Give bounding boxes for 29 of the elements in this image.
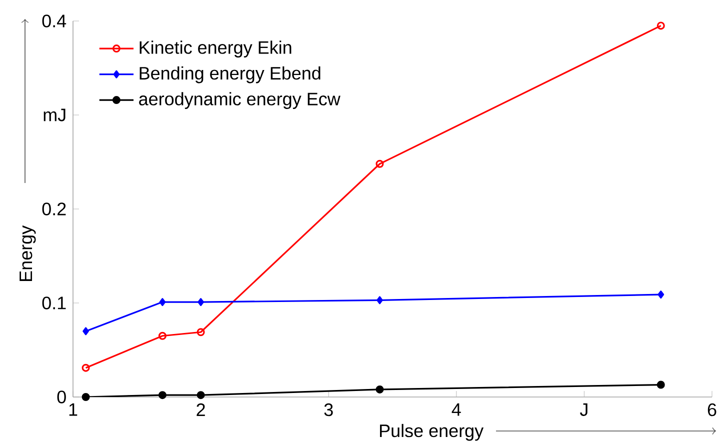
- x-tick-label: 2: [196, 403, 205, 416]
- point: [196, 391, 205, 400]
- point: [158, 332, 166, 340]
- x-tick-label: 1: [69, 403, 78, 416]
- point: [376, 385, 384, 394]
- x-tick-label: J: [580, 403, 588, 416]
- point: [82, 327, 89, 336]
- point: [159, 298, 166, 306]
- x-tick-label: 3: [324, 403, 333, 416]
- point: [658, 290, 664, 299]
- y-axis-title: Energy: [20, 225, 36, 281]
- point: [158, 391, 166, 400]
- point: [376, 160, 384, 168]
- x-tick-label: 6: [708, 403, 716, 416]
- point: [376, 296, 383, 304]
- point: [198, 298, 204, 306]
- legend-label: Bending energy Ebend: [140, 66, 320, 84]
- point: [656, 380, 665, 389]
- x-axis-title: Pulse energy: [380, 424, 484, 441]
- y-tick-label: mJ: [44, 108, 66, 122]
- point: [196, 328, 205, 336]
- x-tick-label: 4: [452, 403, 461, 416]
- y-tick-label: 0.2: [42, 202, 66, 216]
- y-tick-label: 0.4: [42, 14, 66, 28]
- point: [82, 392, 90, 401]
- y-tick-label: 0: [57, 390, 66, 404]
- y-tick-label: 0.1: [42, 296, 66, 310]
- legend-label: aerodynamic energy Ecw: [139, 92, 340, 109]
- legend-label: Kinetic energy Ekin: [140, 40, 292, 58]
